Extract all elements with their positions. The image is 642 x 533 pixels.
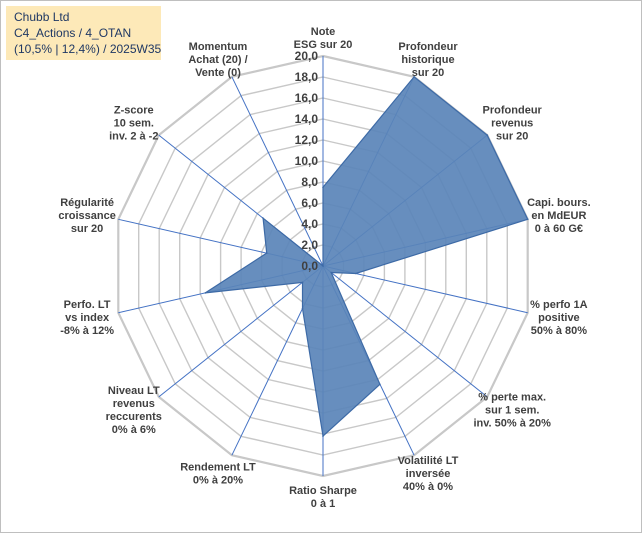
tick-label: 6,0 [301, 196, 318, 210]
data-point [379, 383, 381, 386]
axis-label-line: historique [401, 54, 454, 66]
axis-label-line: 50% à 80% [531, 325, 587, 337]
axis-label-line: Note [311, 26, 335, 38]
axis-label-line: Régularité [60, 197, 114, 209]
axis-label: Note ESG sur 20 [294, 26, 353, 51]
axis-label-line: Profondeur [483, 105, 543, 117]
data-point [355, 272, 357, 275]
axis-label: % perte max. sur 1 sem. inv. 50% à 20% [473, 391, 551, 429]
axis-label-line: Z-score [114, 105, 154, 117]
tick-label: 14,0 [295, 112, 319, 126]
axis-label-line: 0 à 1 [311, 498, 335, 510]
tick-label: 8,0 [301, 175, 318, 189]
axis-label-line: % perfo 1A [530, 299, 588, 311]
axis-label-line: -8% à 12% [60, 325, 114, 337]
data-point [330, 271, 333, 274]
axis-spoke [322, 265, 528, 314]
axis-label: Perfo. LT vs index -8% à 12% [60, 299, 114, 337]
tick-label: 0,0 [301, 259, 318, 273]
portfolio-path: C4_Actions / 4_OTAN [14, 26, 132, 40]
axis-label-line: sur 20 [496, 131, 528, 143]
tick-label: 18,0 [295, 70, 319, 84]
tick-label: 4,0 [301, 217, 318, 231]
axis-label-line: sur 1 sem. [485, 404, 539, 416]
data-point [262, 217, 264, 219]
data-point [486, 134, 489, 136]
tick-label: 16,0 [295, 91, 319, 105]
axis-label-line: revenus [491, 118, 533, 130]
axis-label-line: 0% à 6% [112, 424, 156, 436]
axis-label-line: croissance [58, 210, 115, 222]
data-point [322, 265, 324, 267]
axis-label: Profondeur revenus sur 20 [483, 105, 543, 143]
axis-label: % perfo 1A positive 50% à 80% [530, 299, 588, 337]
axis-label-line: inv. 50% à 20% [473, 417, 551, 429]
axis-label-line: Perfo. LT [64, 299, 111, 311]
period-stats: (10,5% | 12,4%) / 2025W35 [14, 42, 162, 56]
chart-header-box: Chubb Ltd C4_Actions / 4_OTAN (10,5% | 1… [6, 6, 161, 60]
tick-label: 2,0 [301, 238, 318, 252]
axis-label: Volatilité LT inversée 40% à 0% [398, 455, 459, 493]
tick-label: 12,0 [295, 133, 319, 147]
tick-label: 10,0 [295, 154, 319, 168]
axis-label-line: revenus [113, 398, 155, 410]
data-series [204, 75, 529, 438]
axis-label-line: % perte max. [478, 391, 546, 403]
tick-label: 20,0 [295, 49, 319, 63]
axis-label-line: vs index [65, 312, 110, 324]
axis-label-line: 10 sem. [114, 118, 154, 130]
axis-label: Z-score 10 sem. inv. 2 à -2 [109, 105, 158, 143]
series-area [204, 75, 529, 438]
axis-label-line: positive [538, 312, 580, 324]
axis-spoke [322, 265, 488, 398]
data-point [204, 292, 207, 294]
data-point [322, 186, 324, 189]
axis-label-line: inversée [406, 468, 451, 480]
axis-label-line: Profondeur [398, 41, 458, 53]
axis-label-line: Ratio Sharpe [289, 485, 357, 497]
axis-label-line: Momentum [189, 41, 248, 53]
data-point [265, 252, 268, 254]
data-point [301, 281, 304, 284]
axis-label-line: 0 à 60 G€ [535, 223, 583, 235]
axis-label-line: Capi. bours. [527, 197, 591, 209]
axis-label-line: sur 20 [412, 67, 444, 79]
data-point [301, 307, 304, 310]
data-point [526, 218, 529, 221]
data-point [413, 76, 415, 78]
data-point [322, 435, 324, 437]
tick-labels: 0,0 2,0 4,0 6,0 8,0 10,0 12,0 14,0 16,0 18,0 20,0 [295, 49, 319, 273]
axis-spoke [158, 265, 324, 398]
axis-label: Momentum Achat (20) / Vente (0) [188, 41, 247, 79]
axis-label: Profondeur historique sur 20 [398, 41, 458, 79]
axis-label: Régularité croissance sur 20 [58, 197, 115, 235]
axis-label-line: Achat (20) / [188, 54, 247, 66]
axis-label-line: reccurents [106, 411, 162, 423]
axis-labels: Note ESG sur 20 Profondeur historique sur 20… [58, 26, 590, 510]
axis-label-line: Vente (0) [195, 67, 241, 79]
axis-label-line: Volatilité LT [398, 455, 459, 467]
axis-label-line: Niveau LT [108, 385, 160, 397]
axis-label-line: en MdEUR [531, 210, 586, 222]
axis-label-line: 0% à 20% [193, 475, 243, 487]
company-name: Chubb Ltd [14, 10, 70, 24]
axis-label: Rendement LT 0% à 20% [180, 462, 256, 487]
axis-label-line: Rendement LT [180, 462, 256, 474]
axis-label-line: sur 20 [71, 223, 103, 235]
axis-label-line: 40% à 0% [403, 481, 453, 493]
axis-spoke [231, 76, 324, 267]
axis-label-line: inv. 2 à -2 [109, 131, 158, 143]
axis-label: Niveau LT revenus reccurents 0% à 6% [106, 385, 162, 436]
axis-label-line: ESG sur 20 [294, 39, 353, 51]
axis-label: Capi. bours. en MdEUR 0 à 60 G€ [527, 197, 591, 235]
axis-label: Ratio Sharpe 0 à 1 [289, 485, 357, 510]
